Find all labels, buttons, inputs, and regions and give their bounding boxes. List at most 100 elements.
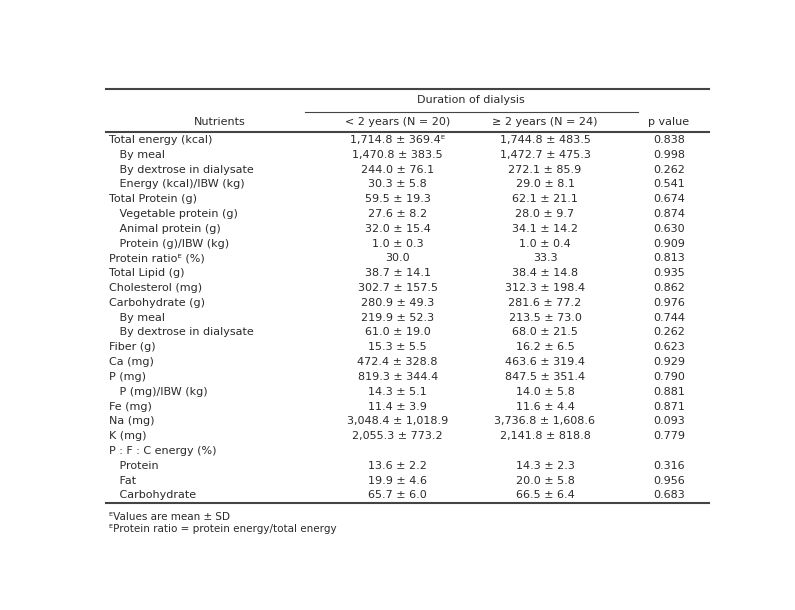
Text: 1,744.8 ± 483.5: 1,744.8 ± 483.5: [499, 135, 591, 145]
Text: 281.6 ± 77.2: 281.6 ± 77.2: [508, 298, 582, 308]
Text: ᴱValues are mean ± SD: ᴱValues are mean ± SD: [110, 512, 231, 522]
Text: 312.3 ± 198.4: 312.3 ± 198.4: [505, 283, 585, 293]
Text: 14.0 ± 5.8: 14.0 ± 5.8: [516, 387, 575, 396]
Text: K (mg): K (mg): [110, 431, 147, 441]
Text: Cholesterol (mg): Cholesterol (mg): [110, 283, 203, 293]
Text: Duration of dialysis: Duration of dialysis: [417, 95, 525, 105]
Text: 32.0 ± 15.4: 32.0 ± 15.4: [365, 224, 431, 234]
Text: Ca (mg): Ca (mg): [110, 357, 154, 367]
Text: 0.790: 0.790: [653, 372, 685, 382]
Text: P (mg)/IBW (kg): P (mg)/IBW (kg): [110, 387, 208, 396]
Text: 38.4 ± 14.8: 38.4 ± 14.8: [512, 268, 578, 278]
Text: 0.744: 0.744: [653, 313, 685, 323]
Text: Protein ratioᴱ (%): Protein ratioᴱ (%): [110, 253, 205, 264]
Text: 272.1 ± 85.9: 272.1 ± 85.9: [508, 165, 582, 174]
Text: 11.4 ± 3.9: 11.4 ± 3.9: [368, 401, 427, 412]
Text: 219.9 ± 52.3: 219.9 ± 52.3: [361, 313, 434, 323]
Text: 16.2 ± 6.5: 16.2 ± 6.5: [516, 342, 574, 353]
Text: 0.956: 0.956: [653, 476, 684, 486]
Text: 62.1 ± 21.1: 62.1 ± 21.1: [512, 194, 578, 204]
Text: 0.976: 0.976: [653, 298, 685, 308]
Text: 280.9 ± 49.3: 280.9 ± 49.3: [361, 298, 434, 308]
Text: 0.871: 0.871: [653, 401, 685, 412]
Text: 0.935: 0.935: [653, 268, 684, 278]
Text: 1,472.7 ± 475.3: 1,472.7 ± 475.3: [499, 149, 591, 160]
Text: 0.316: 0.316: [653, 461, 684, 471]
Text: 65.7 ± 6.0: 65.7 ± 6.0: [368, 490, 427, 500]
Text: 13.6 ± 2.2: 13.6 ± 2.2: [368, 461, 427, 471]
Text: 0.674: 0.674: [653, 194, 685, 204]
Text: 0.998: 0.998: [653, 149, 685, 160]
Text: Carbohydrate (g): Carbohydrate (g): [110, 298, 205, 308]
Text: Total Protein (g): Total Protein (g): [110, 194, 197, 204]
Text: 33.3: 33.3: [533, 253, 557, 264]
Text: p value: p value: [649, 117, 689, 127]
Text: By dextrose in dialysate: By dextrose in dialysate: [110, 165, 254, 174]
Text: By meal: By meal: [110, 149, 165, 160]
Text: 0.929: 0.929: [653, 357, 685, 367]
Text: 0.093: 0.093: [653, 417, 684, 426]
Text: 27.6 ± 8.2: 27.6 ± 8.2: [368, 209, 427, 219]
Text: 2,055.3 ± 773.2: 2,055.3 ± 773.2: [352, 431, 443, 441]
Text: ≥ 2 years (N = 24): ≥ 2 years (N = 24): [492, 117, 598, 127]
Text: 0.838: 0.838: [653, 135, 685, 145]
Text: Total Lipid (g): Total Lipid (g): [110, 268, 185, 278]
Text: 19.9 ± 4.6: 19.9 ± 4.6: [368, 476, 427, 486]
Text: 2,141.8 ± 818.8: 2,141.8 ± 818.8: [499, 431, 591, 441]
Text: 244.0 ± 76.1: 244.0 ± 76.1: [361, 165, 434, 174]
Text: ᴱProtein ratio = protein energy/total energy: ᴱProtein ratio = protein energy/total en…: [110, 524, 337, 534]
Text: P (mg): P (mg): [110, 372, 146, 382]
Text: 0.909: 0.909: [653, 239, 685, 249]
Text: Fiber (g): Fiber (g): [110, 342, 156, 353]
Text: 1.0 ± 0.4: 1.0 ± 0.4: [519, 239, 571, 249]
Text: 14.3 ± 2.3: 14.3 ± 2.3: [516, 461, 575, 471]
Text: 819.3 ± 344.4: 819.3 ± 344.4: [358, 372, 438, 382]
Text: Energy (kcal)/IBW (kg): Energy (kcal)/IBW (kg): [110, 179, 245, 189]
Text: 28.0 ± 9.7: 28.0 ± 9.7: [515, 209, 575, 219]
Text: 0.262: 0.262: [653, 328, 685, 337]
Text: Fat: Fat: [110, 476, 137, 486]
Text: Na (mg): Na (mg): [110, 417, 155, 426]
Text: 3,736.8 ± 1,608.6: 3,736.8 ± 1,608.6: [494, 417, 595, 426]
Text: 1.0 ± 0.3: 1.0 ± 0.3: [372, 239, 424, 249]
Text: 0.779: 0.779: [653, 431, 685, 441]
Text: 472.4 ± 328.8: 472.4 ± 328.8: [358, 357, 438, 367]
Text: P : F : C energy (%): P : F : C energy (%): [110, 446, 217, 456]
Text: 29.0 ± 8.1: 29.0 ± 8.1: [515, 179, 575, 189]
Text: Total energy (kcal): Total energy (kcal): [110, 135, 213, 145]
Text: Carbohydrate: Carbohydrate: [110, 490, 196, 500]
Text: 38.7 ± 14.1: 38.7 ± 14.1: [365, 268, 431, 278]
Text: 15.3 ± 5.5: 15.3 ± 5.5: [368, 342, 427, 353]
Text: 0.623: 0.623: [653, 342, 684, 353]
Text: 0.683: 0.683: [653, 490, 684, 500]
Text: By dextrose in dialysate: By dextrose in dialysate: [110, 328, 254, 337]
Text: 0.881: 0.881: [653, 387, 685, 396]
Text: 30.0: 30.0: [386, 253, 410, 264]
Text: 1,714.8 ± 369.4ᴱ: 1,714.8 ± 369.4ᴱ: [350, 135, 445, 145]
Text: 20.0 ± 5.8: 20.0 ± 5.8: [516, 476, 575, 486]
Text: Fe (mg): Fe (mg): [110, 401, 153, 412]
Text: 0.874: 0.874: [653, 209, 685, 219]
Text: By meal: By meal: [110, 313, 165, 323]
Text: Protein: Protein: [110, 461, 159, 471]
Text: 14.3 ± 5.1: 14.3 ± 5.1: [368, 387, 427, 396]
Text: Vegetable protein (g): Vegetable protein (g): [110, 209, 238, 219]
Text: 68.0 ± 21.5: 68.0 ± 21.5: [512, 328, 578, 337]
Text: < 2 years (N = 20): < 2 years (N = 20): [345, 117, 451, 127]
Text: 302.7 ± 157.5: 302.7 ± 157.5: [358, 283, 438, 293]
Text: 3,048.4 ± 1,018.9: 3,048.4 ± 1,018.9: [347, 417, 448, 426]
Text: 0.541: 0.541: [653, 179, 684, 189]
Text: 463.6 ± 319.4: 463.6 ± 319.4: [505, 357, 585, 367]
Text: 0.630: 0.630: [653, 224, 684, 234]
Text: 0.862: 0.862: [653, 283, 685, 293]
Text: 34.1 ± 14.2: 34.1 ± 14.2: [512, 224, 578, 234]
Text: Nutrients: Nutrients: [194, 117, 246, 127]
Text: 61.0 ± 19.0: 61.0 ± 19.0: [365, 328, 431, 337]
Text: 59.5 ± 19.3: 59.5 ± 19.3: [365, 194, 431, 204]
Text: 11.6 ± 4.4: 11.6 ± 4.4: [516, 401, 575, 412]
Text: 847.5 ± 351.4: 847.5 ± 351.4: [505, 372, 585, 382]
Text: 0.262: 0.262: [653, 165, 685, 174]
Text: 66.5 ± 6.4: 66.5 ± 6.4: [516, 490, 574, 500]
Text: Animal protein (g): Animal protein (g): [110, 224, 221, 234]
Text: 0.813: 0.813: [653, 253, 684, 264]
